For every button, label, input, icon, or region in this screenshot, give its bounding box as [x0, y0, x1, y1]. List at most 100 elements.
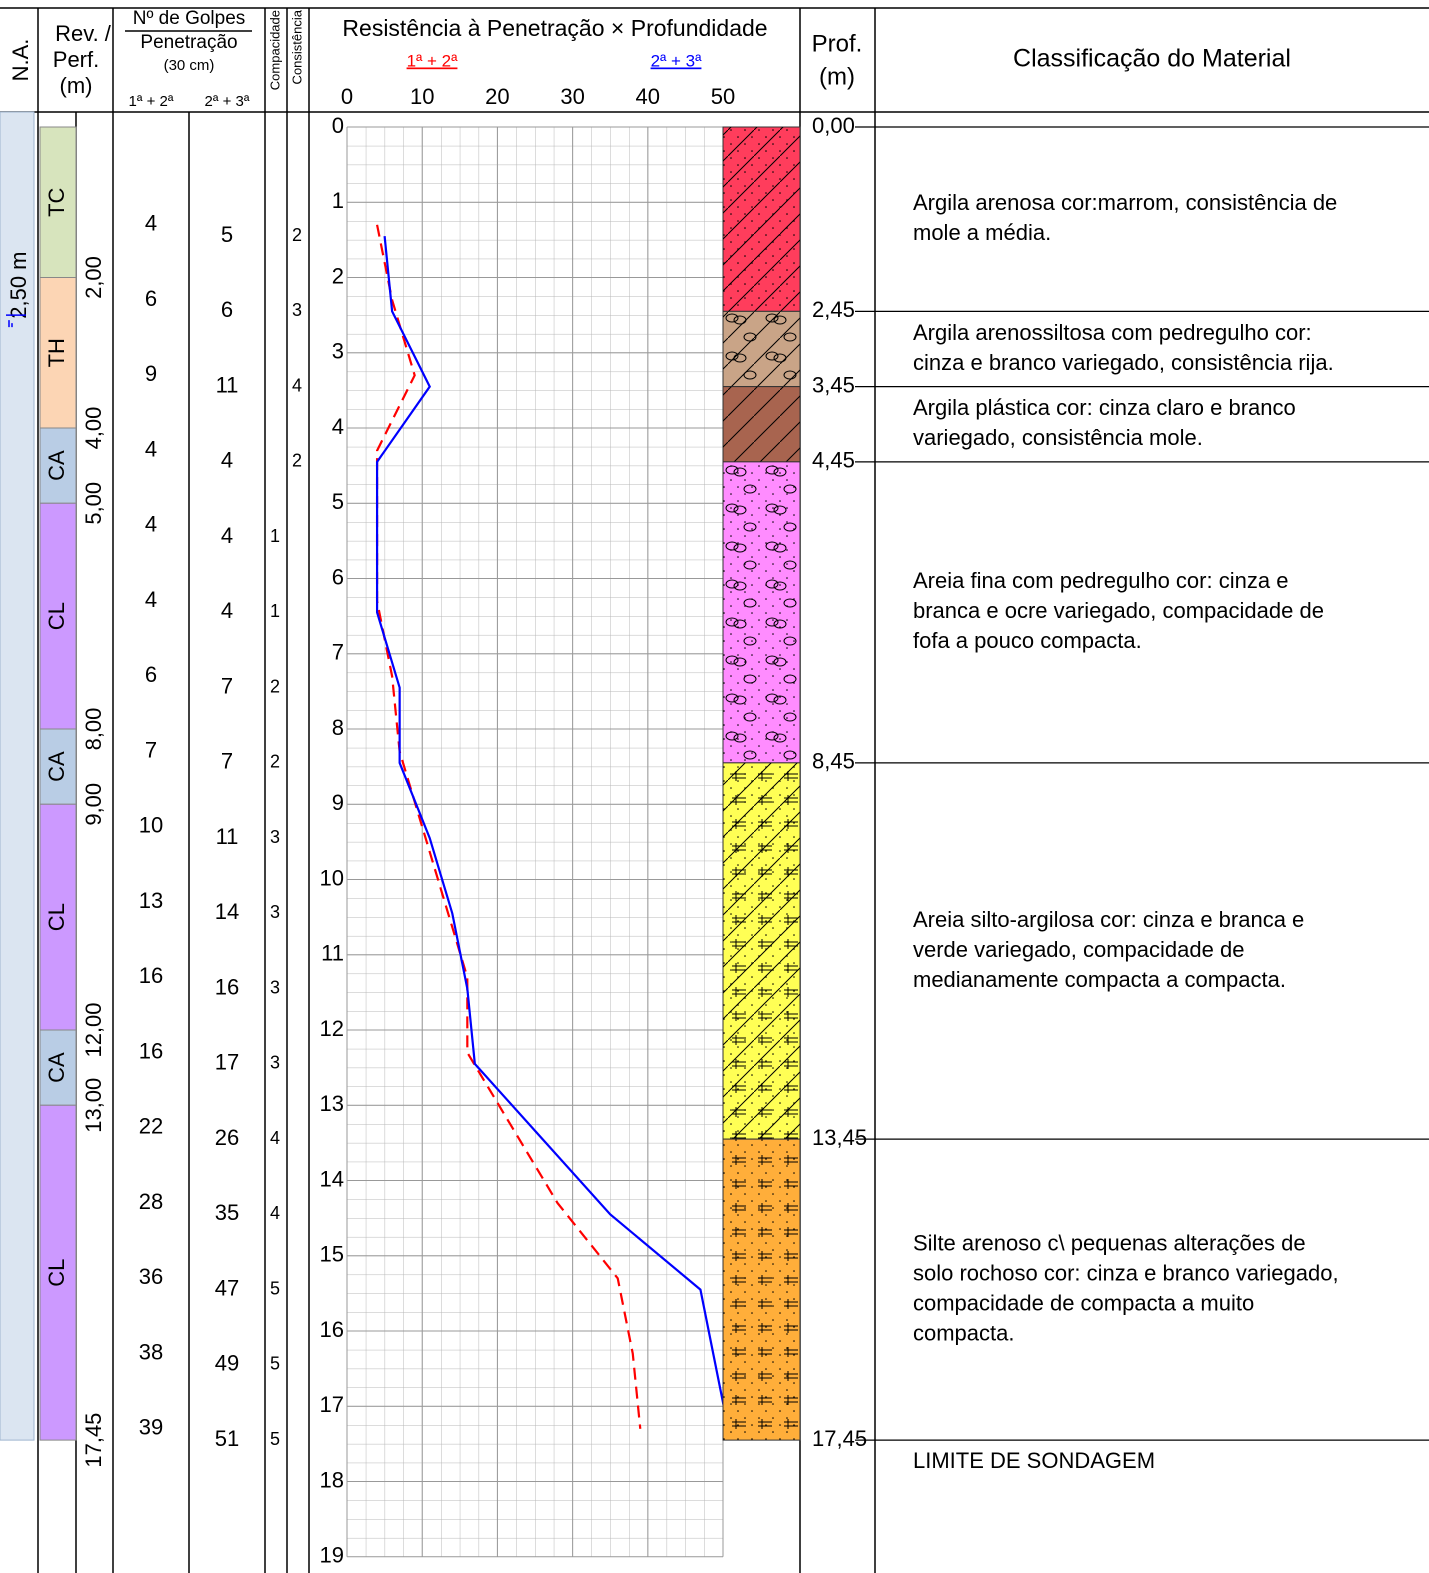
- golpes-header: Nº de Golpes: [133, 8, 246, 29]
- soil-hatch: [723, 461, 800, 763]
- prof-label: 13,45: [812, 1125, 867, 1150]
- rev-code: TH: [44, 338, 69, 367]
- golpes-12: 4: [145, 587, 157, 612]
- layer-description: Silte arenoso c\ pequenas alterações de: [913, 1230, 1306, 1255]
- compacidade-value: 5: [270, 1429, 280, 1449]
- golpes-12: 13: [139, 888, 163, 913]
- y-tick-label: 10: [320, 865, 344, 890]
- prof-label: 17,45: [812, 1426, 867, 1451]
- rev-box: [39, 1104, 77, 1441]
- prof-label: 3,45: [812, 372, 855, 397]
- layer-description: branca e ocre variegado, compacidade de: [913, 598, 1324, 623]
- prof-label: 2,45: [812, 297, 855, 322]
- legend-entry: 2ª + 3ª: [651, 51, 703, 70]
- golpes-12: 9: [145, 361, 157, 386]
- prof-label: 8,45: [812, 749, 855, 774]
- compacidade-value: 5: [270, 1354, 280, 1374]
- minor-grid: [347, 127, 723, 1557]
- rev-code: CL: [44, 1259, 69, 1287]
- golpes-23: 17: [215, 1050, 239, 1075]
- compacidade-header: Compacidade: [267, 10, 282, 90]
- y-tick-label: 13: [320, 1091, 344, 1116]
- layer-description: fofa a pouco compacta.: [913, 628, 1142, 653]
- rev-header: (m): [60, 73, 93, 98]
- x-tick-label: 0: [341, 84, 353, 109]
- golpes-12: 4: [145, 512, 157, 537]
- y-tick-label: 2: [332, 263, 344, 288]
- x-tick-label: 20: [485, 84, 509, 109]
- rev-code: CA: [44, 450, 69, 481]
- layer-description: Argila arenosa cor:marrom, consistência …: [913, 190, 1337, 215]
- rev-code: CA: [44, 751, 69, 782]
- layer-description: Areia fina com pedregulho cor: cinza e: [913, 568, 1288, 593]
- compacidade-value: 3: [270, 827, 280, 847]
- golpes-12: 6: [145, 286, 157, 311]
- x-tick-label: 40: [636, 84, 660, 109]
- layer-description: variegado, consistência mole.: [913, 425, 1203, 450]
- chart-title: Resistência à Penetração × Profundidade: [342, 15, 767, 41]
- golpes-23: 11: [216, 372, 239, 397]
- layer-description: Areia silto-argilosa cor: cinza e branca…: [913, 907, 1304, 932]
- y-tick-label: 7: [332, 640, 344, 665]
- consistencia-header: Consistência: [289, 9, 304, 84]
- x-tick-label: 30: [560, 84, 584, 109]
- y-tick-label: 17: [320, 1392, 344, 1417]
- prof-label: 4,45: [812, 448, 855, 473]
- golpes-23: 16: [215, 974, 239, 999]
- consistencia-value: 2: [292, 451, 302, 471]
- penetracao-unit: (30 cm): [164, 57, 215, 74]
- layer-description: Argila plástica cor: cinza claro e branc…: [913, 395, 1296, 420]
- soil-hatch: [723, 127, 800, 312]
- prof-label: 0,00: [812, 113, 855, 138]
- golpes-12: 16: [139, 1038, 163, 1063]
- golpes-12: 7: [145, 737, 157, 762]
- na-header: N.A.: [8, 39, 33, 82]
- series-line: [375, 236, 723, 1409]
- rev-code: CL: [44, 903, 69, 931]
- penetracao-header: Penetração: [140, 32, 237, 53]
- compacidade-value: 2: [270, 676, 280, 696]
- golpes-23: 47: [215, 1275, 239, 1300]
- na-label: 2,50 m: [6, 251, 31, 318]
- compacidade-value: 3: [270, 977, 280, 997]
- perf-label: 13,00: [81, 1078, 106, 1133]
- golpes-12: 16: [139, 963, 163, 988]
- layer-description: solo rochoso cor: cinza e branco variega…: [913, 1260, 1339, 1285]
- consistencia-value: 2: [292, 225, 302, 245]
- y-tick-label: 4: [332, 414, 344, 439]
- soil-hatch: [723, 1139, 800, 1441]
- consistencia-value: 4: [292, 375, 302, 395]
- layer-description: mole a média.: [913, 220, 1051, 245]
- golpes-23: 4: [221, 448, 233, 473]
- perf-label: 5,00: [81, 482, 106, 525]
- rev-box: [39, 502, 77, 730]
- soil-hatch: [723, 311, 800, 387]
- rev-box: [39, 803, 77, 1031]
- y-tick-label: 3: [332, 339, 344, 364]
- soil-hatch: [723, 386, 800, 462]
- golpes-23: 4: [221, 523, 233, 548]
- compacidade-value: 2: [270, 752, 280, 772]
- golpes-23: 4: [221, 598, 233, 623]
- layer-description: medianamente compacta a compacta.: [913, 967, 1286, 992]
- legend-entry: 1ª + 2ª: [407, 51, 459, 70]
- golpes-23: 7: [221, 749, 233, 774]
- rev-code: CA: [44, 1052, 69, 1083]
- y-tick-label: 19: [320, 1543, 344, 1568]
- perf-label: 2,00: [81, 256, 106, 299]
- y-tick-label: 18: [320, 1467, 344, 1492]
- rev-box: [39, 427, 77, 504]
- golpes-12: 22: [139, 1114, 163, 1139]
- golpes-23: 6: [221, 297, 233, 322]
- y-tick-label: 15: [320, 1242, 344, 1267]
- golpes-12: 10: [139, 813, 163, 838]
- y-tick-label: 6: [332, 564, 344, 589]
- golpes-23: 26: [215, 1125, 239, 1150]
- golpes-12: 4: [145, 211, 157, 236]
- consistencia-value: 3: [292, 300, 302, 320]
- x-tick-label: 10: [410, 84, 434, 109]
- golpes-col-header: 2ª + 3ª: [205, 93, 250, 110]
- golpes-12: 28: [139, 1189, 163, 1214]
- rev-code: CL: [44, 602, 69, 630]
